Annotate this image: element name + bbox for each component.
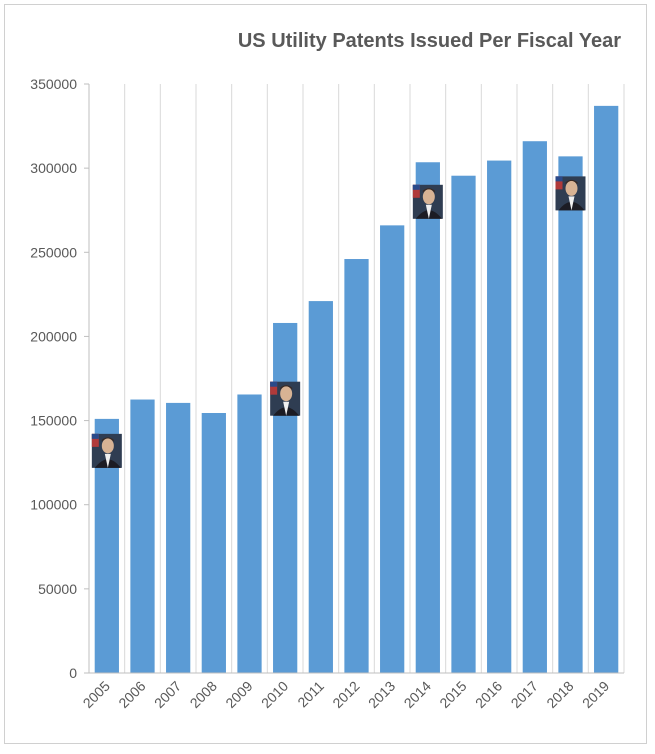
portrait-photo	[92, 434, 122, 468]
x-tick-label: 2005	[80, 678, 113, 711]
y-tick-label: 300000	[30, 160, 77, 176]
bar	[487, 161, 511, 673]
x-tick-label: 2008	[187, 678, 220, 711]
bar	[380, 225, 404, 673]
x-tick-label: 2010	[258, 678, 291, 711]
x-tick-label: 2011	[294, 678, 327, 711]
x-tick-label: 2013	[365, 678, 398, 711]
bar	[237, 394, 261, 673]
x-tick-label: 2016	[472, 678, 505, 711]
y-tick-label: 150000	[30, 413, 77, 429]
portrait-face	[102, 438, 114, 453]
bar	[344, 259, 368, 673]
flag-canton	[556, 176, 563, 181]
bar	[130, 400, 154, 673]
portrait-photo	[413, 185, 443, 219]
bar	[558, 156, 582, 673]
bar	[309, 301, 333, 673]
x-tick-label: 2019	[579, 678, 612, 711]
x-tick-label: 2015	[436, 678, 469, 711]
portrait-photo	[270, 382, 300, 416]
x-tick-label: 2014	[401, 678, 434, 711]
bar	[523, 141, 547, 673]
x-tick-label: 2018	[543, 678, 576, 711]
y-tick-label: 200000	[30, 328, 77, 344]
x-tick-label: 2012	[329, 678, 362, 711]
flag-canton	[413, 185, 420, 190]
portrait-face	[280, 386, 292, 401]
y-tick-label: 350000	[30, 76, 77, 92]
y-tick-label: 100000	[30, 497, 77, 513]
portrait-photo	[556, 176, 586, 210]
x-tick-label: 2017	[508, 678, 541, 711]
flag-canton	[92, 434, 99, 439]
bar	[166, 403, 190, 673]
bars	[95, 106, 619, 673]
y-tick-labels: 0 50000 100000 150000 200000 250000 300000 3500…	[30, 76, 77, 681]
flag-canton	[270, 382, 277, 387]
x-tick-label: 2007	[151, 678, 184, 711]
bar	[202, 413, 226, 673]
x-tick-label: 2006	[115, 678, 148, 711]
x-tick-labels: 2005200620072008200920102011201220132014…	[80, 678, 613, 711]
portrait-face	[566, 181, 578, 196]
bar	[416, 162, 440, 673]
x-tick-label: 2009	[222, 678, 255, 711]
y-tick-label: 250000	[30, 244, 77, 260]
portrait-face	[423, 189, 435, 204]
y-tick-label: 50000	[38, 581, 77, 597]
bar	[594, 106, 618, 673]
y-tick-label: 0	[69, 665, 77, 681]
bar	[273, 323, 297, 673]
bar	[451, 176, 475, 673]
